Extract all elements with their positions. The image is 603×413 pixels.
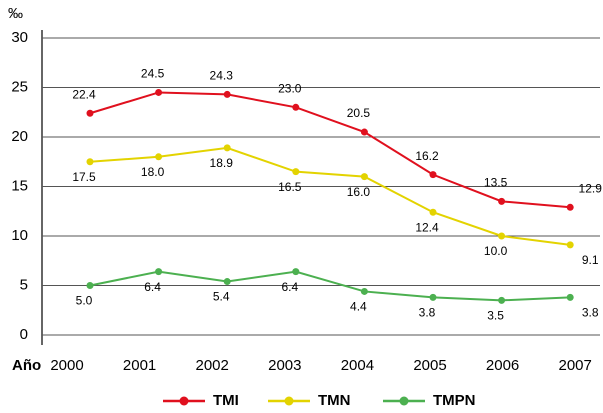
legend-label: TMPN <box>433 392 476 408</box>
point <box>292 168 300 176</box>
point <box>292 268 300 276</box>
x-axis-label: Año <box>12 357 41 374</box>
data-label: 24.5 <box>141 67 165 81</box>
point <box>566 241 574 249</box>
point <box>566 203 574 211</box>
legend-marker <box>399 396 409 406</box>
x-tick-label: 2007 <box>559 357 592 374</box>
data-label: 3.8 <box>582 306 599 320</box>
y-tick-label: 20 <box>11 128 28 145</box>
data-label: 16.5 <box>278 180 302 194</box>
point <box>360 173 368 181</box>
series-line <box>89 146 571 246</box>
x-tick-label: 2003 <box>268 357 301 374</box>
y-tick-label: 10 <box>11 227 28 244</box>
point <box>429 293 437 301</box>
y-axis-label: ‰ <box>8 5 23 22</box>
y-tick-label: 25 <box>11 78 28 95</box>
data-label: 16.2 <box>415 149 439 163</box>
data-label: 12.9 <box>579 181 603 195</box>
point <box>223 90 231 98</box>
data-label: 18.9 <box>210 156 234 170</box>
data-label: 24.3 <box>210 69 234 83</box>
legend-label: TMI <box>213 392 239 408</box>
data-label: 5.4 <box>213 290 230 304</box>
legend-marker <box>284 396 294 406</box>
point <box>86 158 94 166</box>
data-label: 16.0 <box>347 185 371 199</box>
point <box>292 103 300 111</box>
data-label: 22.4 <box>72 87 96 101</box>
data-label: 6.4 <box>281 280 298 294</box>
data-label: 6.4 <box>144 280 161 294</box>
point <box>155 88 163 96</box>
y-tick-label: 0 <box>20 326 28 343</box>
data-label: 5.0 <box>76 294 93 308</box>
data-label: 10.0 <box>484 244 508 258</box>
point <box>498 296 506 304</box>
data-label: 23.0 <box>278 81 302 95</box>
data-label: 20.5 <box>347 106 371 120</box>
point <box>429 208 437 216</box>
legend-marker <box>179 396 189 406</box>
x-tick-label: 2000 <box>50 357 83 374</box>
x-tick-label: 2001 <box>123 357 156 374</box>
point <box>360 287 368 295</box>
data-label: 17.5 <box>72 170 96 184</box>
y-tick-label: 15 <box>11 177 28 194</box>
y-tick-label: 5 <box>20 276 28 293</box>
data-label: 9.1 <box>582 253 599 267</box>
x-tick-label: 2006 <box>486 357 519 374</box>
point <box>498 232 506 240</box>
point <box>155 153 163 161</box>
series-line <box>89 91 571 209</box>
legend-label: TMN <box>318 392 351 408</box>
data-label: 3.8 <box>419 306 436 320</box>
point <box>223 278 231 286</box>
point <box>155 268 163 276</box>
data-label: 18.0 <box>141 165 165 179</box>
point <box>360 128 368 136</box>
point <box>86 282 94 289</box>
x-tick-label: 2002 <box>196 357 229 374</box>
data-label: 3.5 <box>487 309 504 323</box>
x-tick-label: 2004 <box>341 357 374 374</box>
data-label: 4.4 <box>350 300 367 314</box>
data-label: 12.4 <box>415 220 439 234</box>
data-label: 13.5 <box>484 176 508 190</box>
point <box>223 144 231 152</box>
y-tick-label: 30 <box>11 29 28 46</box>
point <box>566 293 574 301</box>
point <box>498 197 506 205</box>
point <box>429 171 437 179</box>
x-tick-label: 2005 <box>413 357 446 374</box>
point <box>86 109 94 117</box>
series-line <box>89 270 571 302</box>
